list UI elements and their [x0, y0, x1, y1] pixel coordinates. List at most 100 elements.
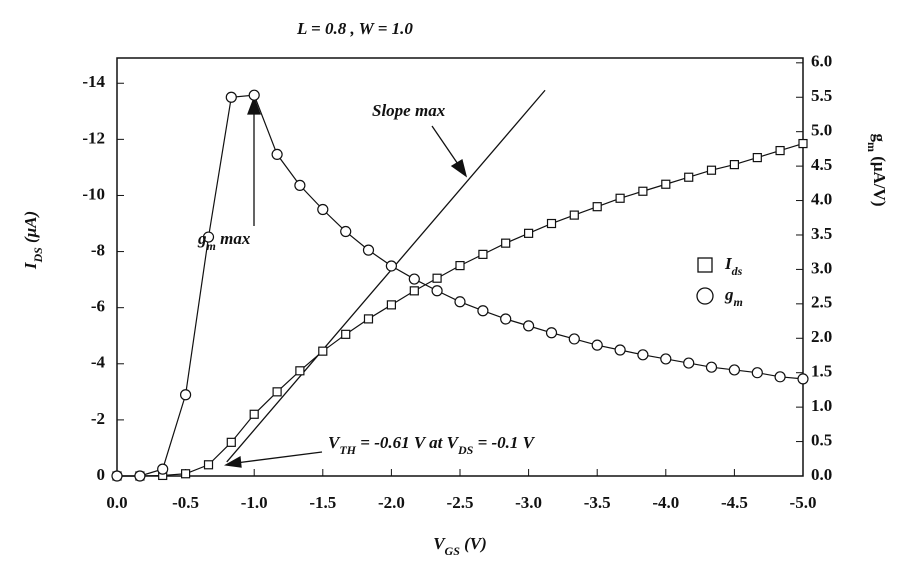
- marker-circle: [500, 313, 512, 325]
- chart-title: L = 0.8 , W = 1.0: [296, 19, 413, 38]
- marker-square: [386, 300, 396, 310]
- y-tick-label: 0: [97, 465, 106, 484]
- marker-circle: [385, 260, 397, 272]
- marker-circle: [111, 470, 123, 482]
- marker-circle: [248, 89, 260, 101]
- marker-square: [501, 238, 511, 248]
- y2-tick-label: 1.0: [811, 396, 832, 415]
- marker-square: [203, 460, 214, 470]
- y-axis-label-part: I: [21, 261, 40, 270]
- marker-circle: [637, 349, 649, 361]
- x-tick-label: -4.0: [652, 493, 679, 512]
- marker-square: [684, 172, 694, 182]
- y2-axis-label-part: g: [870, 134, 889, 143]
- marker-square: [729, 160, 740, 170]
- marker-square: [409, 286, 419, 296]
- annotation-arrows: [224, 96, 468, 468]
- marker-circle: [271, 148, 283, 161]
- marker-circle: [408, 273, 420, 285]
- arrowhead: [224, 455, 242, 468]
- legend-label-part: I: [724, 254, 733, 273]
- marker-square: [363, 314, 374, 324]
- x-axis-label-part: GS: [445, 544, 461, 558]
- marker-square: [432, 273, 442, 283]
- marker-square: [295, 366, 305, 376]
- legend-label-part: ds: [732, 264, 743, 278]
- marker-circle: [225, 91, 237, 103]
- y-axis-label-part: DS: [31, 247, 45, 264]
- x-tick-label: -1.0: [241, 493, 268, 512]
- y-tick-label: -2: [91, 409, 105, 428]
- marker-square: [661, 179, 671, 189]
- annotation: gm max: [197, 229, 251, 253]
- y2-tick-label: 2.5: [811, 293, 832, 312]
- x-axis-label-part: (V): [460, 534, 487, 553]
- annotation-part: Slope max: [372, 101, 446, 120]
- y2-axis-label: gm (μA/V): [865, 134, 889, 207]
- marker-square: [523, 228, 534, 238]
- marker-square: [181, 469, 191, 479]
- x-axis-label: VGS (V): [433, 534, 487, 558]
- marker-circle: [683, 357, 695, 369]
- y2-tick-label: 1.5: [811, 362, 832, 381]
- marker-square: [478, 249, 488, 259]
- y2-tick-label: 3.0: [811, 258, 832, 277]
- marker-square: [226, 437, 236, 447]
- marker-square: [706, 165, 717, 175]
- y-tick-label: -12: [82, 128, 105, 147]
- y-axis-label: IDS (μA): [21, 211, 45, 270]
- y2-tick-label: 0.5: [811, 430, 832, 449]
- marker-circle: [774, 371, 786, 383]
- marker-circle: [591, 339, 603, 351]
- marker-circle: [340, 225, 352, 238]
- legend-label-part: m: [734, 295, 743, 309]
- y2-tick-label: 6.0: [811, 52, 832, 71]
- marker-circle: [660, 353, 672, 365]
- marker-circle: [180, 389, 192, 401]
- y2-tick-label: 4.0: [811, 189, 832, 208]
- marker-circle: [797, 373, 809, 385]
- marker-circle: [614, 344, 626, 356]
- y2-tick-label: 5.0: [811, 121, 832, 140]
- annotation-part: = -0.61 V at V: [356, 433, 460, 452]
- legend-marker: [696, 287, 714, 305]
- annotation-part: max: [216, 229, 251, 248]
- marker-square: [638, 186, 648, 196]
- y2-tick-label: 4.5: [811, 155, 832, 174]
- series-line: [117, 94, 804, 477]
- marker-circle: [705, 361, 718, 373]
- marker-square: [272, 387, 282, 397]
- tangent-line: [226, 89, 546, 463]
- marker-circle: [522, 320, 535, 332]
- marker-square: [592, 202, 602, 212]
- arrowhead: [450, 158, 468, 178]
- annotation-part: V: [328, 433, 341, 452]
- marker-circle: [545, 327, 558, 339]
- y-tick-label: -8: [91, 240, 105, 259]
- y-axis-label-part: (μA): [21, 211, 40, 247]
- marker-circle: [294, 179, 306, 191]
- x-tick-label: -0.5: [172, 493, 199, 512]
- marker-square: [775, 145, 785, 156]
- y-tick-label: -14: [82, 72, 105, 91]
- y2-tick-label: 5.5: [811, 86, 832, 105]
- y2-tick-label: 2.0: [811, 327, 832, 346]
- x-tick-label: -2.0: [378, 493, 405, 512]
- legend-label-part: g: [724, 285, 734, 304]
- y2-axis-label-part: (μA/V): [870, 152, 889, 207]
- marker-square: [546, 218, 557, 229]
- annotation-part: TH: [339, 443, 356, 457]
- x-tick-label: -3.5: [584, 493, 611, 512]
- x-tick-label: -4.5: [721, 493, 748, 512]
- x-tick-label: -3.0: [515, 493, 542, 512]
- marker-circle: [728, 364, 741, 376]
- marker-circle: [134, 470, 146, 482]
- marker-square: [569, 210, 579, 220]
- y2-tick-label: 3.5: [811, 224, 832, 243]
- marker-circle: [362, 244, 375, 256]
- marker-circle: [202, 231, 215, 243]
- x-tick-label: -1.5: [309, 493, 336, 512]
- x-tick-label: -5.0: [790, 493, 817, 512]
- y-tick-label: -6: [91, 297, 105, 316]
- arrow: [235, 451, 323, 464]
